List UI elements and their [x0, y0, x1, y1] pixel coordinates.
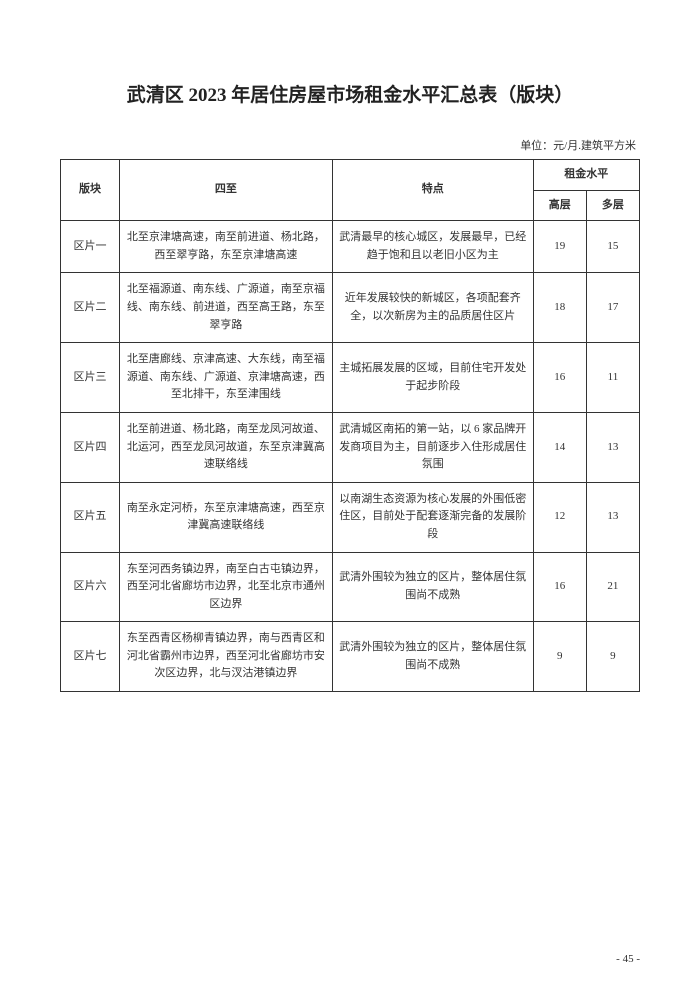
cell-high-rise: 18 [533, 273, 586, 343]
cell-name: 区片三 [61, 343, 120, 413]
cell-name: 区片二 [61, 273, 120, 343]
cell-boundary: 北至京津塘高速，南至前进道、杨北路，西至翠亨路，东至京津塘高速 [120, 221, 333, 273]
unit-label: 单位：元/月.建筑平方米 [60, 137, 640, 153]
cell-name: 区片四 [61, 412, 120, 482]
header-boundary: 四至 [120, 160, 333, 221]
cell-boundary: 南至永定河桥，东至京津塘高速，西至京津冀高速联络线 [120, 482, 333, 552]
header-feature: 特点 [332, 160, 533, 221]
header-rent-group: 租金水平 [533, 160, 639, 191]
page-number: - 45 - [616, 953, 640, 965]
table-row: 区片七 东至西青区杨柳青镇边界，南与西青区和河北省霸州市边界，西至河北省廊坊市安… [61, 622, 640, 692]
cell-multi-story: 9 [586, 622, 639, 692]
table-row: 区片四 北至前进道、杨北路，南至龙凤河故道、北运河，西至龙凤河故道，东至京津冀高… [61, 412, 640, 482]
table-header-row-1: 版块 四至 特点 租金水平 [61, 160, 640, 191]
table-row: 区片三 北至唐廊线、京津高速、大东线，南至福源道、南东线、广源道、京津塘高速，西… [61, 343, 640, 413]
cell-high-rise: 16 [533, 552, 586, 622]
cell-multi-story: 13 [586, 482, 639, 552]
cell-feature: 武清最早的核心城区，发展最早，已经趋于饱和且以老旧小区为主 [332, 221, 533, 273]
cell-boundary: 北至前进道、杨北路，南至龙凤河故道、北运河，西至龙凤河故道，东至京津冀高速联络线 [120, 412, 333, 482]
table-row: 区片六 东至河西务镇边界，南至白古屯镇边界，西至河北省廊坊市边界，北至北京市通州… [61, 552, 640, 622]
cell-high-rise: 16 [533, 343, 586, 413]
rent-table: 版块 四至 特点 租金水平 高层 多层 区片一 北至京津塘高速，南至前进道、杨北… [60, 159, 640, 692]
cell-multi-story: 21 [586, 552, 639, 622]
cell-high-rise: 12 [533, 482, 586, 552]
cell-name: 区片六 [61, 552, 120, 622]
cell-name: 区片五 [61, 482, 120, 552]
cell-feature: 近年发展较快的新城区，各项配套齐全，以次新房为主的品质居住区片 [332, 273, 533, 343]
cell-boundary: 东至河西务镇边界，南至白古屯镇边界，西至河北省廊坊市边界，北至北京市通州区边界 [120, 552, 333, 622]
cell-feature: 武清城区南拓的第一站，以 6 家品牌开发商项目为主，目前逐步入住形成居住氛围 [332, 412, 533, 482]
cell-multi-story: 13 [586, 412, 639, 482]
cell-boundary: 东至西青区杨柳青镇边界，南与西青区和河北省霸州市边界，西至河北省廊坊市安次区边界… [120, 622, 333, 692]
cell-feature: 武清外围较为独立的区片，整体居住氛围尚不成熟 [332, 622, 533, 692]
cell-boundary: 北至福源道、南东线、广源道，南至京福线、南东线、前进道，西至高王路，东至翠亨路 [120, 273, 333, 343]
cell-high-rise: 19 [533, 221, 586, 273]
table-row: 区片五 南至永定河桥，东至京津塘高速，西至京津冀高速联络线 以南湖生态资源为核心… [61, 482, 640, 552]
cell-name: 区片一 [61, 221, 120, 273]
cell-high-rise: 9 [533, 622, 586, 692]
header-high-rise: 高层 [533, 190, 586, 221]
cell-boundary: 北至唐廊线、京津高速、大东线，南至福源道、南东线、广源道、京津塘高速，西至北排干… [120, 343, 333, 413]
table-body: 区片一 北至京津塘高速，南至前进道、杨北路，西至翠亨路，东至京津塘高速 武清最早… [61, 221, 640, 692]
header-name: 版块 [61, 160, 120, 221]
cell-multi-story: 17 [586, 273, 639, 343]
table-row: 区片二 北至福源道、南东线、广源道，南至京福线、南东线、前进道，西至高王路，东至… [61, 273, 640, 343]
cell-name: 区片七 [61, 622, 120, 692]
cell-feature: 以南湖生态资源为核心发展的外围低密住区，目前处于配套逐渐完备的发展阶段 [332, 482, 533, 552]
table-row: 区片一 北至京津塘高速，南至前进道、杨北路，西至翠亨路，东至京津塘高速 武清最早… [61, 221, 640, 273]
cell-high-rise: 14 [533, 412, 586, 482]
cell-feature: 武清外围较为独立的区片，整体居住氛围尚不成熟 [332, 552, 533, 622]
cell-multi-story: 11 [586, 343, 639, 413]
cell-feature: 主城拓展发展的区域，目前住宅开发处于起步阶段 [332, 343, 533, 413]
header-multi-story: 多层 [586, 190, 639, 221]
cell-multi-story: 15 [586, 221, 639, 273]
page-title: 武清区 2023 年居住房屋市场租金水平汇总表（版块） [60, 80, 640, 107]
